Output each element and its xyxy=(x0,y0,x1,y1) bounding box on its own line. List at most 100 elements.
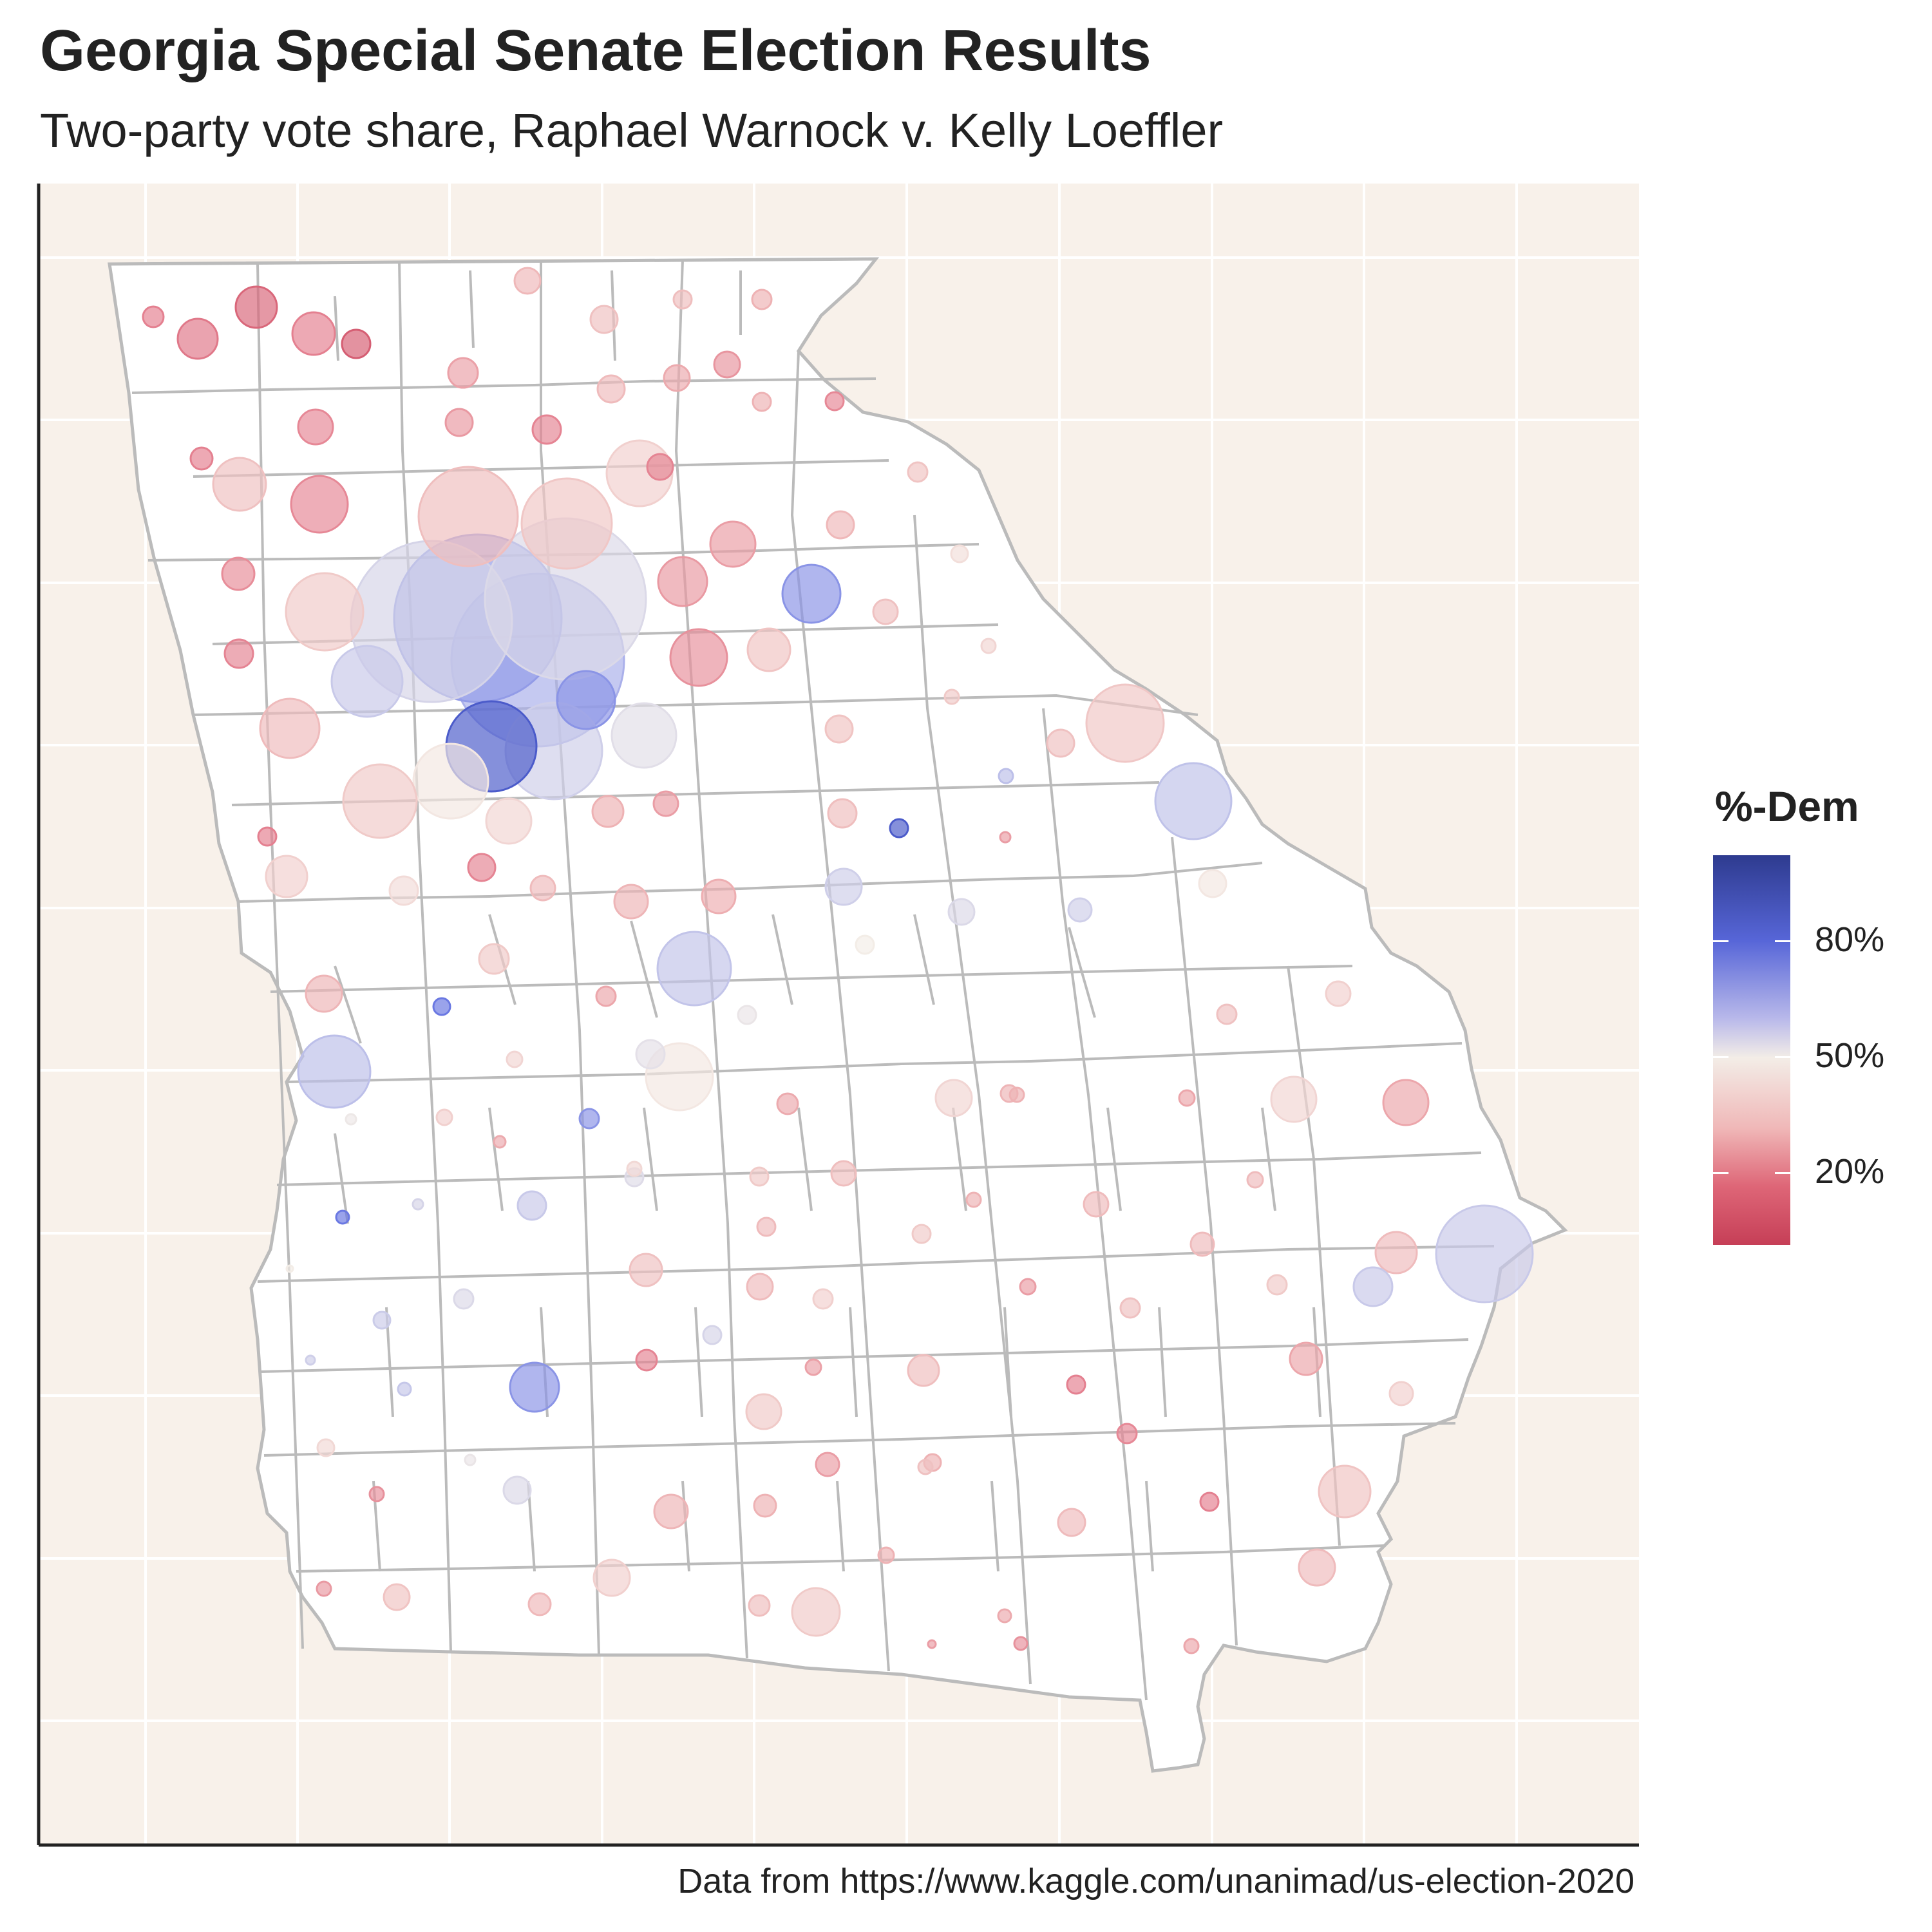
county-bubble xyxy=(753,1493,777,1518)
county-bubble xyxy=(1067,897,1093,923)
county-bubble xyxy=(745,1393,782,1430)
county-bubble xyxy=(950,544,969,564)
county-bubble xyxy=(485,797,533,845)
county-bubble xyxy=(330,645,404,718)
county-bubble xyxy=(611,702,677,769)
county-bubble xyxy=(520,477,613,570)
county-bubble xyxy=(917,1459,934,1475)
county-bubble xyxy=(305,974,343,1013)
county-bubble xyxy=(257,826,278,847)
county-bubble xyxy=(752,392,772,412)
county-bubble xyxy=(998,768,1014,784)
county-bubble xyxy=(1019,1278,1037,1296)
county-bubble xyxy=(907,1354,940,1387)
county-bubble xyxy=(749,1166,770,1187)
county-border xyxy=(193,459,889,478)
county-bubble xyxy=(578,1108,600,1130)
county-bubble xyxy=(1083,1191,1110,1218)
county-border xyxy=(270,965,1353,993)
county-bubble xyxy=(669,628,728,687)
county-bubble xyxy=(297,408,334,446)
county-bubble xyxy=(435,1108,453,1126)
county-border xyxy=(131,377,876,394)
county-bubble xyxy=(412,743,489,820)
county-bubble xyxy=(467,853,497,882)
county-bubble xyxy=(1435,1204,1534,1303)
county-bubble xyxy=(368,1486,385,1502)
county-bubble xyxy=(855,934,875,955)
county-bubble xyxy=(737,1005,757,1025)
county-bubble xyxy=(812,1288,834,1310)
county-bubble xyxy=(872,598,899,625)
county-bubble xyxy=(285,572,365,652)
legend-tick-right xyxy=(1775,940,1790,942)
county-bubble xyxy=(756,1217,777,1237)
county-bubble xyxy=(748,1594,771,1617)
county-bubble xyxy=(629,1253,663,1287)
county-bubble xyxy=(493,1135,507,1149)
county-bubble xyxy=(478,943,510,975)
legend-colorbar xyxy=(1713,855,1790,1245)
county-bubble xyxy=(383,1583,411,1611)
legend-tick-left xyxy=(1713,940,1728,942)
county-border xyxy=(256,263,304,1649)
county-bubble xyxy=(997,1608,1012,1624)
county-bubble xyxy=(746,627,791,672)
county-bubble xyxy=(529,875,556,902)
county-bubble xyxy=(1374,1231,1418,1274)
county-border xyxy=(398,260,452,1653)
county-bubble xyxy=(502,1475,532,1505)
legend-label-50: 50% xyxy=(1815,1036,1885,1075)
county-bubble xyxy=(335,1209,350,1225)
county-bubble xyxy=(1178,1089,1196,1107)
county-border xyxy=(257,1245,1495,1283)
county-bubble xyxy=(1388,1381,1414,1406)
county-bubble xyxy=(701,878,737,914)
county-border xyxy=(296,1544,1385,1573)
county-bubble xyxy=(1189,1231,1215,1257)
county-bubble xyxy=(592,1558,631,1597)
county-bubble xyxy=(342,763,418,839)
county-bubble xyxy=(713,350,741,379)
county-bubble xyxy=(1289,1341,1323,1376)
county-bubble xyxy=(1116,1423,1138,1444)
county-bubble xyxy=(1246,1171,1264,1189)
county-bubble xyxy=(672,289,693,310)
county-bubble xyxy=(653,1493,689,1530)
county-border xyxy=(286,1042,1463,1083)
county-bubble xyxy=(652,790,679,817)
county-bubble xyxy=(751,289,773,310)
county-bubble xyxy=(746,1273,774,1301)
county-bubble xyxy=(889,818,909,838)
county-bubble xyxy=(824,391,845,412)
map-subtitle: Two-party vote share, Raphael Warnock v.… xyxy=(40,104,1224,157)
data-source-caption: Data from https://www.kaggle.com/unanima… xyxy=(677,1862,1634,1900)
county-bubble xyxy=(781,564,842,624)
county-bubble xyxy=(297,1034,372,1109)
county-bubble xyxy=(657,556,708,607)
county-bubble xyxy=(453,1288,475,1310)
county-bubble xyxy=(907,461,929,483)
county-bubble xyxy=(965,1191,982,1208)
county-bubble xyxy=(663,364,691,392)
county-bubble xyxy=(531,414,562,445)
county-bubble xyxy=(1009,1086,1025,1103)
legend-tick-left xyxy=(1713,1172,1728,1174)
county-bubble xyxy=(1298,1548,1336,1587)
county-bubble xyxy=(1266,1274,1288,1296)
county-bubble xyxy=(1318,1464,1372,1519)
county-bubble xyxy=(927,1639,937,1649)
county-bubble xyxy=(285,1264,294,1273)
county-bubble xyxy=(1199,1492,1220,1512)
county-bubble xyxy=(776,1092,799,1115)
county-bubble xyxy=(934,1079,973,1117)
county-bubble xyxy=(1325,980,1352,1007)
county-bubble xyxy=(980,638,997,654)
county-bubble xyxy=(417,466,519,567)
county-bubble xyxy=(1183,1638,1200,1654)
county-bubble xyxy=(1085,683,1165,763)
county-bubble xyxy=(291,311,336,356)
county-bubble xyxy=(513,267,542,295)
county-bubble xyxy=(830,1160,857,1187)
